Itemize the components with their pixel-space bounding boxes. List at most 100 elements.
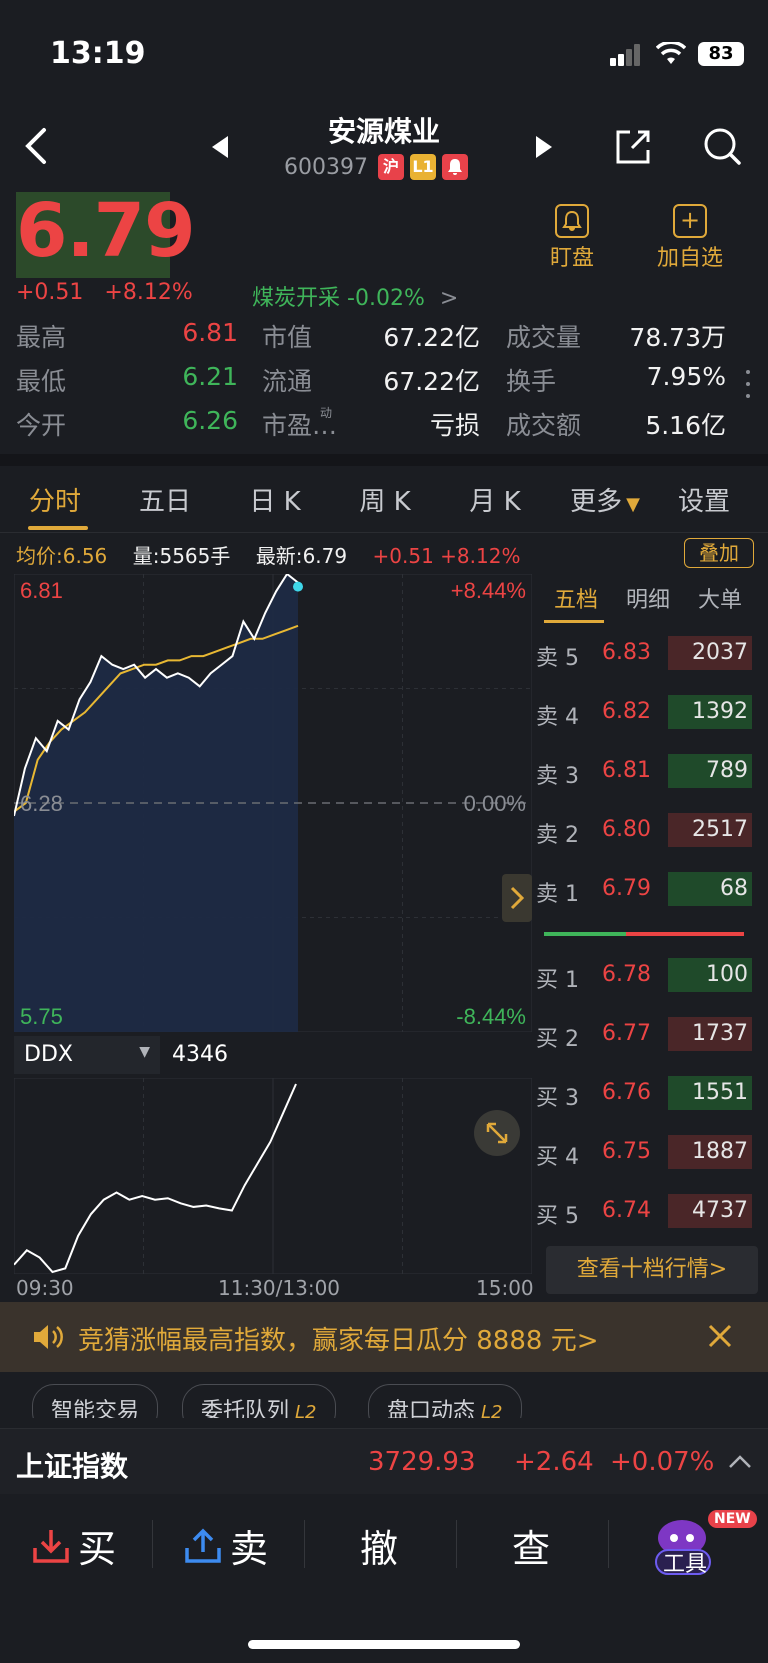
back-icon[interactable]: [22, 126, 52, 166]
fullscreen-icon[interactable]: [474, 1110, 520, 1156]
tab-detail[interactable]: 明细: [625, 588, 670, 613]
expand-panel-button[interactable]: [502, 874, 532, 922]
stat-label: 成交量: [506, 323, 582, 352]
battery-icon: 83: [698, 42, 744, 66]
intraday-chart[interactable]: 6.81 6.28 5.75 +8.44% 0.00% -8.44%: [14, 574, 532, 1032]
level-price: 6.75: [602, 1139, 651, 1164]
previous-stock-icon[interactable]: [212, 136, 230, 158]
price-change: +0.51 +8.12%: [16, 280, 193, 305]
level-label: 买 3: [536, 1086, 579, 1111]
x-tick-midday: 11:30/13:00: [218, 1276, 341, 1300]
level-volume: 68: [668, 872, 752, 906]
ten-level-button[interactable]: 查看十档行情>: [546, 1246, 758, 1294]
tab-five-day[interactable]: 五日: [138, 486, 191, 517]
level-label: 卖 2: [536, 823, 579, 848]
stat-turnover-value: 7.95%: [646, 362, 726, 391]
tab-daily-k[interactable]: 日 K: [249, 486, 301, 517]
tools-button[interactable]: 工具 NEW: [646, 1506, 757, 1586]
level-volume: 2037: [668, 636, 752, 670]
section-divider: [0, 454, 768, 466]
stat-float-value: 67.22亿: [383, 367, 480, 396]
query-button[interactable]: 查: [512, 1518, 550, 1573]
robot-mascot-icon: [655, 1520, 711, 1575]
tools-label: 工具: [662, 1552, 707, 1577]
chevron-right-icon: [510, 886, 525, 910]
avg-value: 6.56: [62, 544, 108, 568]
tab-more[interactable]: 更多 ▼: [550, 481, 660, 518]
chip-order-flow[interactable]: 盘口动态 L2: [368, 1384, 522, 1418]
bid-level-row[interactable]: 买 2 6.77 1737: [536, 1017, 752, 1052]
stock-code: 600397: [284, 154, 368, 180]
stat-label: 成交额: [506, 411, 582, 440]
ask-level-row[interactable]: 卖 4 6.82 1392: [536, 695, 752, 730]
share-icon[interactable]: [614, 128, 652, 166]
level-price: 6.77: [602, 1021, 651, 1046]
x-tick-open: 09:30: [16, 1276, 74, 1300]
bid-level-row[interactable]: 买 3 6.76 1551: [536, 1076, 752, 1111]
chevron-up-icon[interactable]: [728, 1453, 752, 1469]
overlay-button[interactable]: 叠加: [684, 538, 754, 568]
order-book-tabs: 五档 明细 大单: [540, 582, 768, 614]
cellular-signal-icon: [610, 44, 642, 66]
tab-more-label: 更多: [570, 486, 623, 517]
plus-icon: +: [673, 204, 707, 238]
bell-icon: [555, 204, 589, 238]
chip-label: 委托队列: [201, 1399, 290, 1418]
level-label: 卖 1: [536, 882, 579, 907]
chip-smart-trade[interactable]: 智能交易: [32, 1384, 159, 1418]
add-favorite-label: 加自选: [656, 246, 723, 271]
bid-level-row[interactable]: 买 5 6.74 4737: [536, 1194, 752, 1229]
x-tick-close: 15:00: [476, 1276, 534, 1300]
index-bar[interactable]: 上证指数 3729.93 +2.64 +0.07%: [0, 1428, 768, 1494]
level-volume: 100: [668, 958, 752, 992]
buy-button[interactable]: 买: [32, 1518, 116, 1573]
tab-intraday[interactable]: 分时: [28, 486, 81, 517]
tab-settings[interactable]: 设置: [677, 486, 730, 517]
level-volume: 1887: [668, 1135, 752, 1169]
level-volume: 1392: [668, 695, 752, 729]
level-label: 买 5: [536, 1204, 579, 1229]
level-label: 卖 5: [536, 646, 579, 671]
stat-market-cap-value: 67.22亿: [383, 323, 480, 352]
y-tick-low: 5.75: [20, 1004, 63, 1029]
indicator-select[interactable]: DDX ▼: [14, 1036, 160, 1074]
search-icon[interactable]: [702, 126, 742, 166]
sell-label: 卖: [230, 1527, 269, 1571]
ddx-chart[interactable]: [14, 1078, 532, 1274]
alert-bell-icon[interactable]: [441, 154, 468, 180]
chip-order-queue[interactable]: 委托队列 L2: [182, 1384, 336, 1418]
sell-button[interactable]: 卖: [184, 1518, 268, 1573]
ask-level-row[interactable]: 卖 1 6.79 68: [536, 872, 752, 907]
more-vertical-icon[interactable]: [746, 370, 752, 404]
stat-label: 最低: [16, 367, 67, 396]
chip-suffix: L2: [295, 1402, 317, 1418]
watch-button[interactable]: 盯盘: [546, 204, 598, 272]
level-label: 买 4: [536, 1145, 579, 1170]
chevron-right-icon: >: [439, 286, 459, 311]
promo-banner[interactable]: [0, 1302, 768, 1372]
bid-level-row[interactable]: 买 4 6.75 1887: [536, 1135, 752, 1170]
tab-big-orders[interactable]: 大单: [697, 588, 742, 613]
ask-level-row[interactable]: 卖 5 6.83 2037: [536, 636, 752, 671]
chip-label: 智能交易: [51, 1399, 140, 1418]
change-value: +0.51: [16, 280, 84, 305]
bid-level-row[interactable]: 买 1 6.78 100: [536, 958, 752, 993]
new-badge: NEW: [708, 1510, 757, 1528]
vol-label: 量:: [132, 544, 160, 568]
tab-monthly-k[interactable]: 月 K: [469, 486, 521, 517]
close-icon[interactable]: [706, 1322, 734, 1350]
home-indicator[interactable]: [248, 1640, 520, 1649]
add-favorite-button[interactable]: + 加自选: [652, 204, 728, 272]
next-stock-icon[interactable]: [534, 136, 552, 158]
cancel-order-button[interactable]: 撤: [360, 1518, 398, 1573]
ask-level-row[interactable]: 卖 3 6.81 789: [536, 754, 752, 789]
tab-five-levels[interactable]: 五档: [553, 588, 598, 613]
chip-label: 盘口动态: [387, 1399, 476, 1418]
ask-level-row[interactable]: 卖 2 6.80 2517: [536, 813, 752, 848]
level-label: 买 2: [536, 1027, 579, 1052]
price-line: [14, 574, 299, 817]
promo-text: 竞猜涨幅最高指数，赢家每日瓜分 8888 元>: [78, 1326, 599, 1356]
watch-label: 盯盘: [549, 246, 594, 271]
tab-weekly-k[interactable]: 周 K: [359, 486, 411, 517]
sector-link[interactable]: 煤炭开采 -0.02% >: [252, 280, 458, 312]
